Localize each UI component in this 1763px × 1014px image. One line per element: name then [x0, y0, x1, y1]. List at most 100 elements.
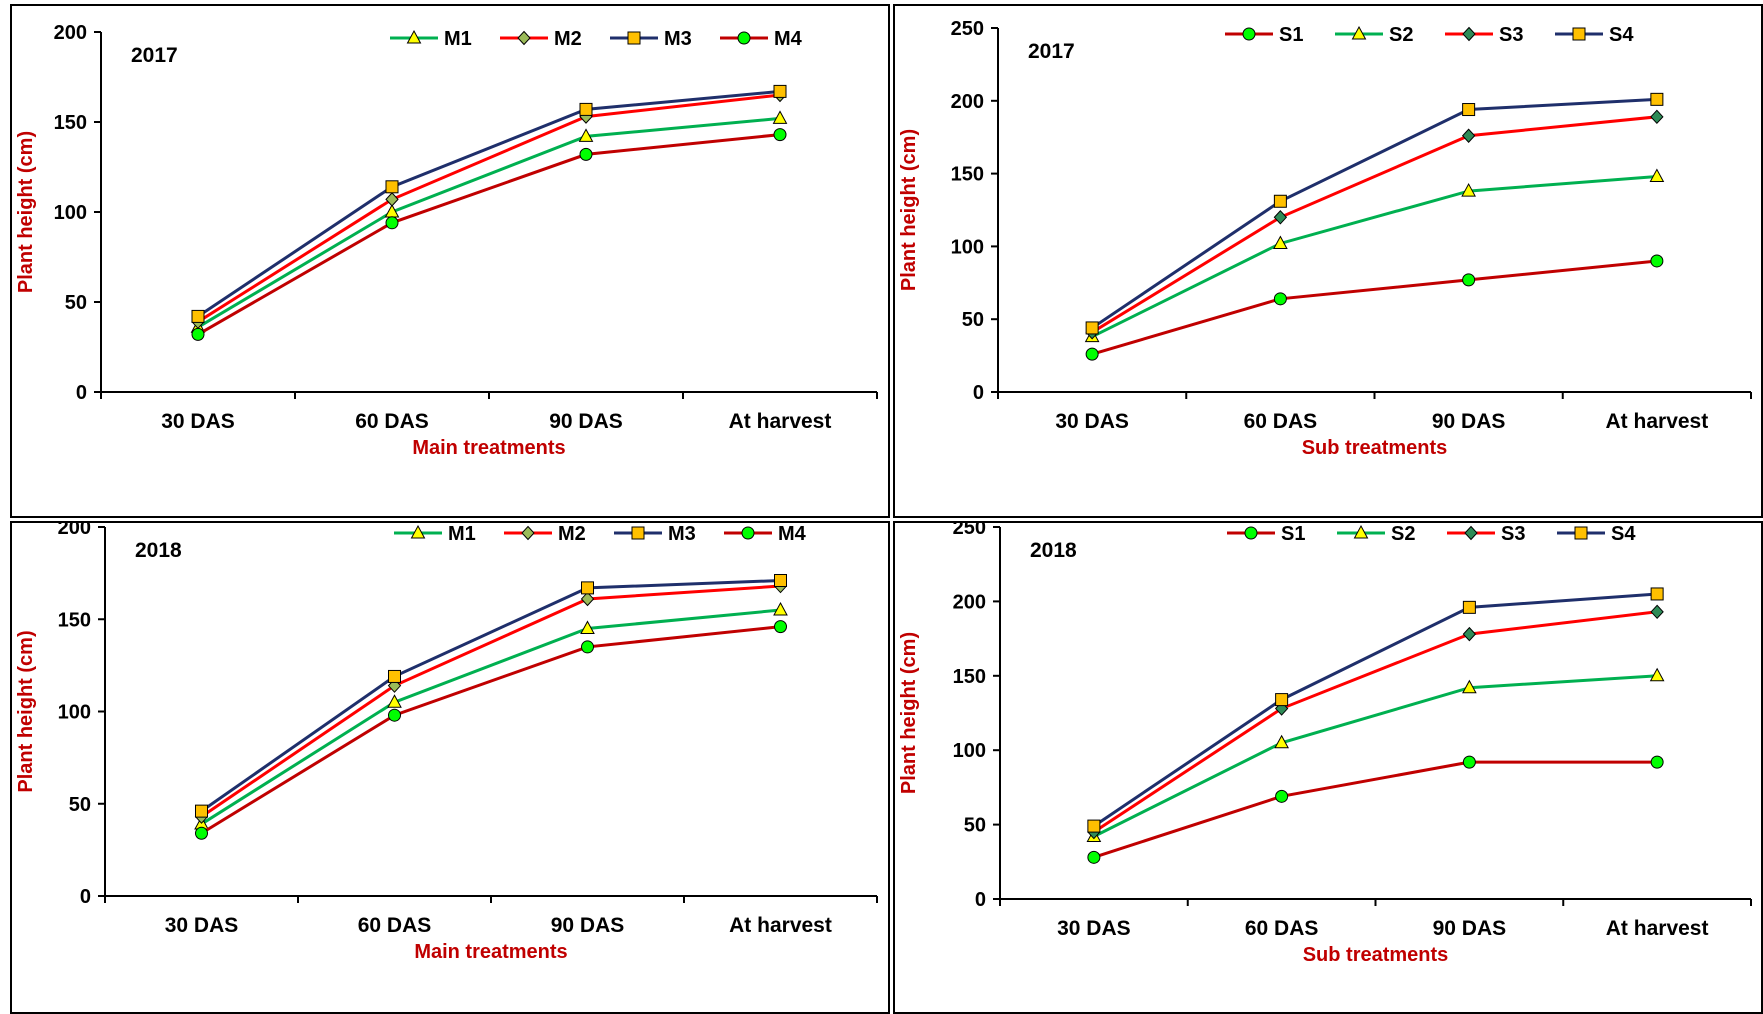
legend: S1 S2 S3 S4: [1225, 24, 1634, 46]
y-tick-label: 150: [58, 609, 91, 631]
data-point: [581, 640, 594, 654]
legend: S1 S2 S3 S4: [1227, 523, 1636, 545]
legend-item: S3: [1445, 24, 1523, 46]
legend-label: S1: [1279, 24, 1303, 46]
data-point: [195, 826, 208, 840]
series-M3: [191, 84, 787, 323]
y-tick-label: 150: [54, 112, 87, 134]
series-M1: [194, 601, 788, 830]
data-point: [387, 694, 402, 708]
data-point: [773, 84, 787, 98]
y-axis-title: Plant height (cm): [898, 632, 920, 794]
year-label: 2018: [1030, 539, 1077, 562]
x-axis-title: Main treatments: [414, 941, 567, 963]
series-line: [197, 93, 781, 324]
data-point: [195, 804, 208, 818]
series-line: [1093, 592, 1658, 828]
legend-item: S2: [1335, 24, 1413, 46]
data-point: [388, 708, 401, 722]
series-M4: [195, 620, 787, 840]
legend-label: M1: [444, 28, 472, 50]
legend-label: S3: [1501, 523, 1525, 545]
data-point: [1650, 92, 1664, 106]
data-point: [191, 327, 205, 341]
legend-marker: [1464, 525, 1478, 541]
x-tick-label: 30 DAS: [161, 410, 235, 433]
series-line: [1091, 175, 1657, 339]
legend-marker: [406, 29, 422, 44]
legend-label: M4: [778, 523, 807, 545]
y-tick-label: 50: [69, 794, 91, 816]
y-tick-label: 100: [54, 202, 87, 224]
series-M4: [191, 128, 787, 341]
chart-panel-sub-2017: 0 50 100 150 200 250 30 DAS 60 DAS 90 DAS At harv…: [893, 4, 1763, 518]
year-label: 2018: [135, 539, 182, 562]
legend-label: M3: [664, 28, 692, 50]
data-point: [772, 110, 788, 124]
legend-label: M2: [554, 28, 582, 50]
legend-marker: [741, 526, 755, 540]
x-tick-label: 30 DAS: [1055, 410, 1129, 433]
legend-marker: [410, 524, 426, 539]
legend-item: M4: [720, 28, 803, 50]
legend-marker: [1242, 27, 1256, 41]
data-point: [1273, 292, 1287, 306]
x-tick-label: At harvest: [1606, 410, 1709, 433]
legend-item: M4: [724, 523, 807, 545]
line-chart: 0 50 100 150 200 30 DAS 60 DAS 90 DAS At harvest…: [15, 523, 878, 963]
y-tick-label: 50: [65, 292, 87, 314]
series-S1: [1087, 755, 1664, 864]
data-point: [1462, 273, 1476, 287]
series-line: [1091, 259, 1658, 356]
data-point: [1650, 604, 1664, 620]
y-tick-label: 200: [58, 523, 91, 539]
y-tick-label: 50: [964, 815, 986, 837]
y-tick-label: 100: [951, 236, 984, 258]
y-tick-label: 0: [80, 886, 91, 908]
x-tick-label: 90 DAS: [1432, 410, 1506, 433]
y-tick-label: 250: [953, 523, 986, 539]
series-line: [1091, 97, 1657, 330]
data-point: [385, 192, 399, 207]
legend-item: S1: [1225, 24, 1303, 46]
data-point: [579, 147, 593, 161]
year-label: 2017: [1028, 40, 1075, 63]
y-tick-label: 0: [973, 382, 984, 404]
y-tick-label: 0: [76, 382, 87, 404]
data-point: [773, 601, 788, 616]
data-point: [1461, 183, 1476, 197]
x-tick-label: 90 DAS: [549, 410, 623, 433]
data-point: [1649, 168, 1665, 183]
data-point: [579, 102, 593, 116]
data-point: [580, 591, 595, 607]
legend-marker: [517, 30, 531, 46]
legend-marker: [1244, 526, 1258, 540]
data-point: [773, 128, 787, 142]
data-point: [1275, 789, 1289, 803]
series-line: [200, 625, 781, 835]
series-line: [1093, 610, 1658, 834]
series-line: [197, 133, 781, 336]
data-point: [1085, 321, 1099, 335]
legend-item: M2: [500, 28, 582, 50]
y-axis-title: Plant height (cm): [898, 129, 920, 291]
data-point: [774, 574, 787, 588]
legend-label: S4: [1611, 523, 1636, 545]
series-M2: [191, 87, 787, 330]
data-point: [1462, 103, 1476, 117]
legend-item: M3: [614, 523, 696, 545]
series-line: [200, 608, 781, 826]
x-tick-label: 90 DAS: [1433, 917, 1507, 940]
chart-panel-main-2017: 0 50 100 150 200 30 DAS 60 DAS 90 DAS At harvest…: [10, 4, 890, 518]
series-S4: [1087, 587, 1664, 833]
x-tick-label: 60 DAS: [1245, 917, 1319, 940]
data-point: [1650, 755, 1664, 769]
legend-label: S3: [1499, 24, 1523, 46]
x-tick-label: 30 DAS: [165, 914, 239, 937]
x-tick-label: 30 DAS: [1057, 917, 1131, 940]
legend-item: S4: [1557, 523, 1636, 545]
series-line: [200, 579, 781, 813]
legend-item: M2: [504, 523, 586, 545]
legend-label: M1: [448, 523, 476, 545]
y-axis-title: Plant height (cm): [15, 630, 37, 792]
